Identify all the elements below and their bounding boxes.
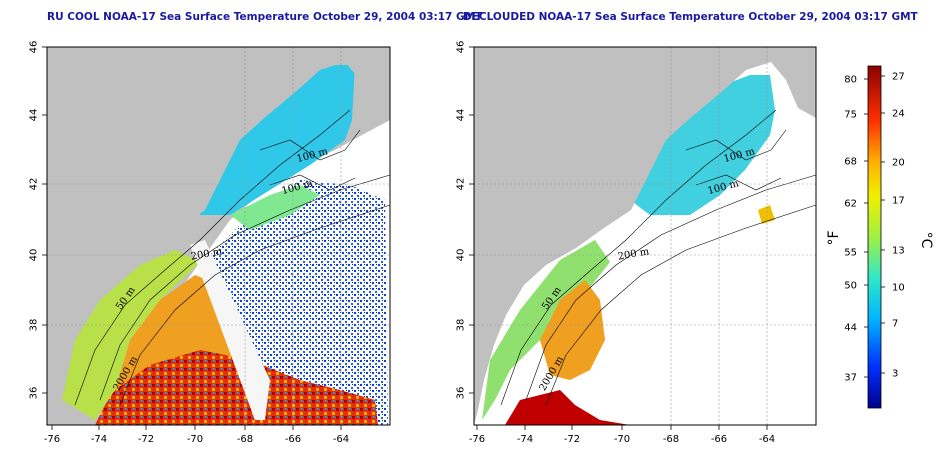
right-orange-water: [540, 280, 605, 380]
right-panel-title: DECLOUDED NOAA-17 Sea Surface Temperatur…: [463, 11, 918, 23]
colorbar-tick-layer: 80 75 68 62 55 50 44 37 27 24 20 17 13 10 7 3 °F °C: [826, 72, 934, 384]
colorbar-fahrenheit-tick: 37: [844, 373, 857, 384]
colorbar-celsius-tick: 17: [892, 196, 905, 207]
right-lat-tick-label: 42: [456, 178, 467, 191]
left-lon-tick-label: -70: [187, 434, 203, 445]
left-lat-tick-label: 36: [29, 387, 40, 400]
left-cloud-streak: [190, 240, 270, 420]
colorbar-celsius-tick: 20: [892, 158, 905, 169]
left-contour-100m: [259, 129, 361, 191]
right-grid: [474, 47, 816, 425]
right-lon-tick-label: -64: [759, 434, 775, 445]
right-lat-tick-label: 36: [456, 387, 467, 400]
left-lon-tick-label: -74: [91, 434, 107, 445]
right-lon-tick-label: -70: [614, 434, 630, 445]
right-lon-tick-label: -66: [711, 434, 727, 445]
left-map-panel: [46, 46, 391, 426]
left-lon-tick-label: -72: [138, 434, 154, 445]
colorbar-celsius-tick: 24: [892, 109, 905, 120]
right-lat-tick-label: 38: [456, 319, 467, 332]
axis-tick-layer: -76 -74 -72 -70 -68 -66 -64 46 44 42 40 38 36 -76 -74 -…: [29, 41, 776, 445]
right-warm-patch: [505, 390, 630, 425]
right-contour-50m: [500, 109, 777, 406]
colorbar-fahrenheit-tick: 50: [844, 281, 857, 292]
colorbar-celsius-tick: 13: [892, 246, 905, 257]
left-map-frame: [46, 46, 391, 426]
left-contour-50m: [74, 109, 351, 406]
left-contour-200m: [99, 174, 391, 401]
colorbar-celsius-unit: °C: [918, 232, 934, 249]
right-lat-tick-label: 40: [456, 249, 467, 262]
left-lon-tick-label: -64: [333, 434, 349, 445]
left-lon-tick-label: -66: [285, 434, 301, 445]
left-lat-tick-label: 40: [29, 249, 40, 262]
left-lat-tick-label: 42: [29, 178, 40, 191]
left-panel-title: RU COOL NOAA-17 Sea Surface Temperature …: [47, 11, 483, 23]
colorbar: [867, 65, 882, 409]
colorbar-celsius-tick: 27: [892, 72, 905, 83]
colorbar-fahrenheit-unit: °F: [826, 230, 842, 245]
colorbar-fahrenheit-tick: 62: [844, 199, 857, 210]
colorbar-fahrenheit-tick: 80: [844, 75, 857, 86]
right-lon-tick-label: -72: [564, 434, 580, 445]
left-georges-bank: [230, 185, 320, 230]
colorbar-fahrenheit-tick: 55: [844, 248, 857, 259]
left-coastal-water: [62, 250, 200, 420]
right-georges-bank: [758, 205, 775, 224]
right-contour-2000m: [545, 204, 817, 406]
colorbar-fahrenheit-tick: 68: [844, 157, 857, 168]
left-contour-2000m: [119, 204, 391, 406]
right-lon-tick-label: -76: [469, 434, 485, 445]
right-lat-tick-label: 46: [456, 41, 467, 54]
left-warm-water: [95, 345, 378, 425]
colorbar-fahrenheit-tick: 44: [844, 323, 857, 334]
left-lat-tick-label: 38: [29, 319, 40, 332]
right-lat-tick-label: 44: [456, 109, 467, 122]
left-coastline-land: [47, 47, 390, 425]
left-lat-tick-label: 44: [29, 109, 40, 122]
colorbar-celsius-tick: 10: [892, 283, 905, 294]
right-contour-100m: [685, 129, 787, 191]
colorbar-gradient: [867, 65, 882, 409]
right-lon-tick-label: -68: [663, 434, 679, 445]
left-grid: [47, 47, 390, 425]
colorbar-celsius-tick: 3: [892, 369, 898, 380]
right-contour-200m: [525, 174, 817, 401]
left-gulf-maine-water: [200, 65, 355, 215]
left-lat-tick-label: 46: [29, 41, 40, 54]
right-lon-tick-label: -74: [517, 434, 533, 445]
right-cyan-water: [630, 75, 775, 215]
right-coastline-land: [474, 47, 816, 425]
left-lon-tick-label: -76: [44, 434, 60, 445]
right-map-panel: [473, 46, 817, 426]
colorbar-fahrenheit-tick: 75: [844, 110, 857, 121]
colorbar-celsius-tick: 7: [892, 319, 898, 330]
right-map-frame: [473, 46, 817, 426]
left-lon-tick-label: -68: [237, 434, 253, 445]
